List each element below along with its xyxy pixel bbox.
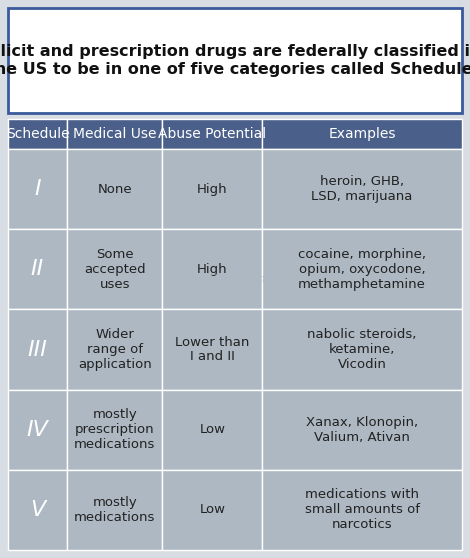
Bar — [262, 470, 462, 550]
Text: Lower than
I and II: Lower than I and II — [175, 335, 250, 363]
Bar — [67, 149, 162, 229]
Text: Wider
range of
application: Wider range of application — [78, 328, 151, 371]
Bar — [262, 149, 462, 229]
Bar — [162, 149, 262, 229]
Text: Low: Low — [199, 423, 225, 436]
Text: nabolic steroids,
ketamine,
Vicodin: nabolic steroids, ketamine, Vicodin — [307, 328, 417, 371]
Bar — [162, 389, 262, 470]
Bar — [67, 389, 162, 470]
Bar — [262, 309, 462, 389]
Bar — [8, 229, 67, 309]
Bar — [262, 119, 462, 149]
Bar — [8, 149, 67, 229]
Bar — [67, 229, 162, 309]
Bar — [262, 389, 462, 470]
Text: Illicit and prescription drugs are federally classified in
the US to be in one o: Illicit and prescription drugs are feder… — [0, 44, 470, 76]
Bar — [8, 119, 67, 149]
Text: mostly
medications: mostly medications — [74, 496, 156, 524]
Text: III: III — [28, 339, 47, 359]
Bar — [262, 229, 462, 309]
Bar — [162, 119, 262, 149]
Text: Examples: Examples — [329, 127, 396, 141]
Text: High: High — [197, 263, 227, 276]
Bar — [67, 119, 162, 149]
Bar — [8, 309, 67, 389]
Text: Xanax, Klonopin,
Valium, Ativan: Xanax, Klonopin, Valium, Ativan — [306, 416, 418, 444]
Text: Medical Use: Medical Use — [73, 127, 157, 141]
Text: Abuse Potential: Abuse Potential — [158, 127, 266, 141]
Text: II: II — [31, 259, 44, 280]
Bar — [8, 389, 67, 470]
Text: Some
accepted
uses: Some accepted uses — [84, 248, 146, 291]
Bar — [8, 8, 462, 113]
Text: cocaine, morphine,
opium, oxycodone,
methamphetamine: cocaine, morphine, opium, oxycodone, met… — [298, 248, 426, 291]
Text: mostly
prescription
medications: mostly prescription medications — [74, 408, 156, 451]
Text: ©  Desert Hope: © Desert Hope — [209, 273, 301, 286]
Bar — [67, 309, 162, 389]
Bar — [162, 229, 262, 309]
Bar — [162, 309, 262, 389]
Text: Schedule: Schedule — [6, 127, 69, 141]
Text: V: V — [30, 500, 45, 520]
Bar — [8, 470, 67, 550]
Bar — [67, 470, 162, 550]
Text: Low: Low — [199, 503, 225, 516]
Text: medications with
small amounts of
narcotics: medications with small amounts of narcot… — [305, 488, 420, 531]
Text: IV: IV — [27, 420, 48, 440]
Text: None: None — [97, 182, 132, 196]
Text: I: I — [34, 179, 41, 199]
Text: heroin, GHB,
LSD, marijuana: heroin, GHB, LSD, marijuana — [312, 175, 413, 203]
Bar — [162, 470, 262, 550]
Text: High: High — [197, 182, 227, 196]
